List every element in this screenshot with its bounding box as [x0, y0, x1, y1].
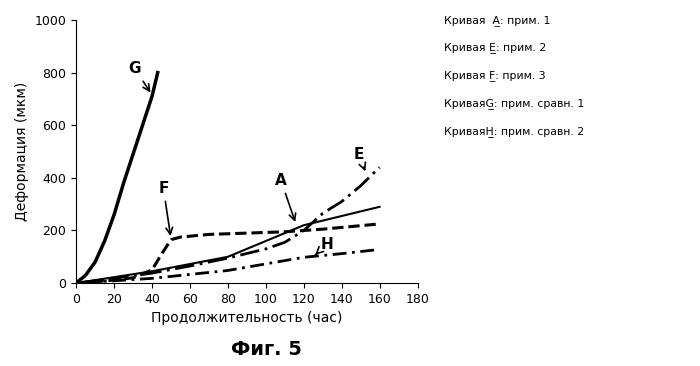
Text: КриваяG̲: прим. сравн. 1: КриваяG̲: прим. сравн. 1 [444, 98, 584, 109]
Text: Кривая F̲: прим. 3: Кривая F̲: прим. 3 [444, 70, 546, 81]
Text: Кривая  A̲: прим. 1: Кривая A̲: прим. 1 [444, 15, 551, 26]
Text: F: F [158, 181, 173, 234]
Text: Кривая E̲: прим. 2: Кривая E̲: прим. 2 [444, 42, 547, 53]
Text: КриваяH̲: прим. сравн. 2: КриваяH̲: прим. сравн. 2 [444, 126, 584, 137]
Y-axis label: Деформация (мкм): Деформация (мкм) [15, 82, 29, 221]
Text: H: H [315, 237, 333, 255]
Text: A: A [275, 173, 295, 220]
Text: G: G [129, 61, 150, 91]
X-axis label: Продолжительность (час): Продолжительность (час) [151, 311, 342, 325]
Text: Фиг. 5: Фиг. 5 [230, 340, 302, 359]
Text: E: E [354, 147, 365, 169]
